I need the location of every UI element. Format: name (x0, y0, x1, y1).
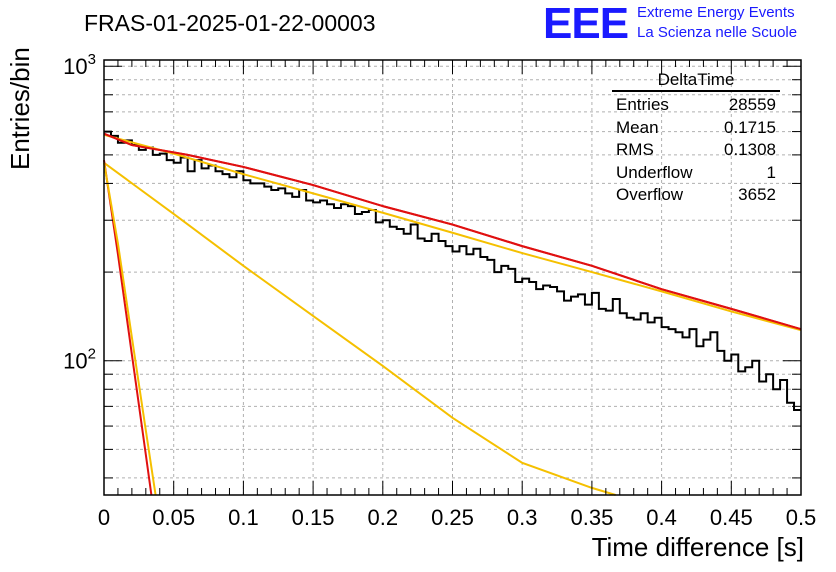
stats-value: 3652 (738, 185, 776, 204)
stats-row-underflow: Underflow 1 (612, 162, 780, 185)
stats-row-mean: Mean 0.1715 (612, 117, 780, 140)
eee-logo: EEE (543, 0, 629, 48)
stats-box: DeltaTime Entries 28559 Mean 0.1715 RMS 0.1… (612, 70, 780, 207)
stats-row-entries: Entries 28559 (612, 94, 780, 117)
x-tick-label: 0.45 (710, 505, 753, 530)
x-axis-label: Time difference [s] (591, 532, 804, 562)
x-tick-label: 0.25 (431, 505, 474, 530)
fit-curve-total (103, 132, 802, 331)
fit-curve-total (103, 159, 153, 496)
stats-row-rms: RMS 0.1308 (612, 139, 780, 162)
logo-line-1: Extreme Energy Events (637, 4, 795, 21)
y-axis-label: Entries/bin (5, 47, 35, 170)
x-tick-label: 0.2 (368, 505, 399, 530)
stats-row-overflow: Overflow 3652 (612, 184, 780, 207)
x-tick-label: 0.4 (646, 505, 677, 530)
x-tick-label: 0.1 (228, 505, 259, 530)
x-tick-label: 0.35 (570, 505, 613, 530)
x-tick-label: 0.15 (292, 505, 335, 530)
fit-curve-component (103, 162, 157, 496)
stats-value: 1 (766, 162, 776, 182)
stats-value: 0.1715 (724, 117, 776, 137)
logo-line-2: La Scienza nelle Scuole (637, 24, 798, 41)
x-tick-label: 0.5 (786, 505, 817, 530)
stats-label: Mean (616, 117, 659, 137)
fit-curve-component (103, 161, 616, 496)
fit-curve-component (103, 133, 802, 332)
stats-label: Underflow (616, 162, 693, 182)
x-tick-label: 0.3 (507, 505, 538, 530)
x-tick-label: 0.05 (152, 505, 195, 530)
y-tick-label: 102 (63, 346, 96, 374)
stats-value: 28559 (728, 95, 776, 114)
histogram-steps (104, 130, 801, 412)
chart-title: FRAS-01-2025-01-22-00003 (84, 10, 376, 36)
y-tick-label: 103 (63, 51, 96, 79)
stats-label: RMS (616, 140, 654, 159)
x-tick-label: 0 (98, 505, 110, 530)
stats-value: 0.1308 (724, 140, 776, 159)
stats-title: DeltaTime (612, 70, 780, 92)
stats-label: Entries (616, 95, 669, 114)
stats-label: Overflow (616, 185, 684, 204)
